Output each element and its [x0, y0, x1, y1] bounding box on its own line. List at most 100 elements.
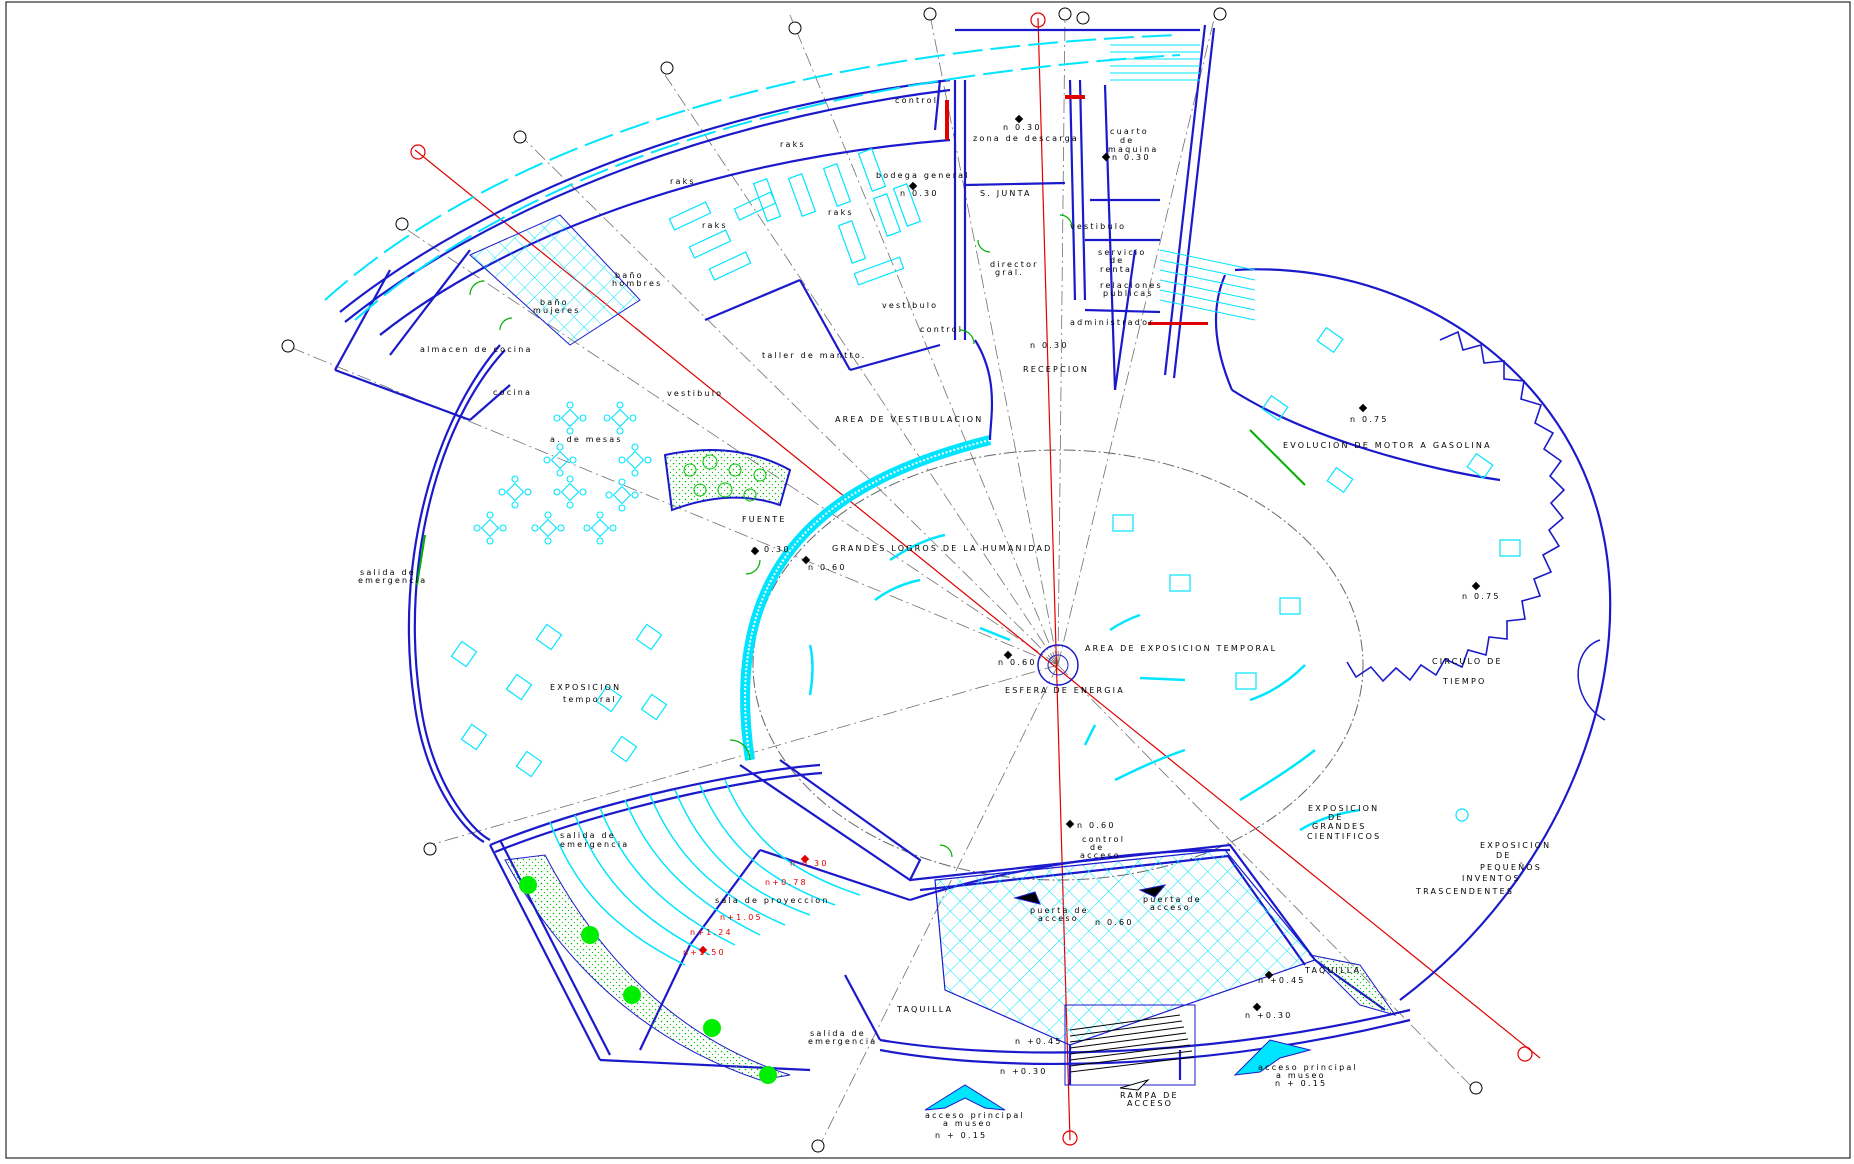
- label-vestibulo-mid: vestibulo: [882, 301, 938, 310]
- central-hall: [740, 435, 1364, 881]
- label-taller: taller de mantto.: [762, 351, 867, 360]
- label-recepcion: RECEPCION: [1023, 365, 1089, 374]
- label-n-centro: n 0.60: [998, 658, 1037, 667]
- label-cuarto: cuarto: [1110, 127, 1149, 136]
- drawing-border: [5, 1, 1851, 1159]
- label-grandes-logros: GRANDES LOGROS DE LA HUMANIDAD: [832, 544, 1053, 553]
- label-de-renta: de: [1110, 256, 1124, 265]
- stairs: [1110, 44, 1256, 321]
- grid-bubbles: [281, 7, 1483, 1153]
- label-publicas: publicas: [1103, 289, 1154, 298]
- label-expo-gc-2: DE: [1328, 813, 1344, 822]
- label-expo-pi-2: DE: [1496, 851, 1512, 860]
- label-raks-1: raks: [780, 140, 806, 149]
- label-expo-gc-3: GRANDES: [1312, 822, 1367, 831]
- label-expo-pi-1: EXPOSICION: [1480, 841, 1551, 850]
- label-servicio: servicio: [1098, 248, 1146, 257]
- planter-right: [1308, 954, 1397, 1016]
- label-n-045-b: n +0.45: [1015, 1037, 1063, 1046]
- label-salida-mid-2: emergencia: [560, 840, 629, 849]
- label-acceso-l-2: a museo: [943, 1119, 993, 1128]
- label-puerta-2b: acceso: [1150, 903, 1191, 912]
- planter-left: [504, 854, 791, 1081]
- label-n-proy-4: n+1.24: [690, 928, 733, 937]
- label-puerta-2a: puerta de: [1143, 895, 1202, 904]
- label-raks-2: raks: [670, 177, 696, 186]
- label-esfera: ESFERA DE ENERGIA: [1005, 686, 1125, 695]
- label-salida-bot-1: salida de: [810, 1029, 866, 1038]
- label-n-plaza: n 0.60: [1095, 918, 1134, 927]
- label-fuente: FUENTE: [742, 515, 787, 524]
- label-mesas: a. de mesas: [550, 435, 623, 444]
- label-circulo-2: TIEMPO: [1442, 677, 1487, 686]
- label-area-temporal: AREA DE EXPOSICION TEMPORAL: [1085, 644, 1277, 653]
- label-n-proy-5: n+1.50: [683, 948, 726, 957]
- label-expo-temporal-2: temporal: [563, 695, 617, 704]
- label-n-proy-1: n 0.30: [790, 859, 829, 868]
- label-rampa-1: RAMPA DE: [1120, 1091, 1179, 1100]
- auditorium-seating: [549, 779, 861, 966]
- label-n-proy-3: n+1.05: [720, 913, 763, 922]
- label-director: director: [990, 260, 1039, 269]
- canopy-dashed: [324, 34, 1181, 321]
- label-bano-hombres-2: hombres: [612, 279, 662, 288]
- label-expo-pi-4: INVENTOS: [1462, 874, 1521, 883]
- label-n-control: n 0.60: [1077, 821, 1116, 830]
- label-taquilla-l: TAQUILLA: [896, 1005, 953, 1014]
- label-raks-4: raks: [828, 208, 854, 217]
- cafe-tables: [473, 401, 652, 545]
- label-bano-mujeres-2: mujeres: [533, 306, 581, 315]
- label-n-logros-b: n 0.60: [808, 563, 847, 572]
- label-n-proy-2: n+0.78: [765, 878, 808, 887]
- room-labels: control raks raks raks raks bodega gener…: [358, 96, 1551, 1140]
- label-n-015-r: n + 0.15: [1275, 1079, 1327, 1088]
- fountain: [663, 449, 792, 512]
- label-n-bodega: n 0.30: [900, 189, 939, 198]
- label-relaciones: relaciones: [1100, 281, 1163, 290]
- fountain-pebbles: [683, 454, 767, 502]
- label-control-acceso-3: acceso: [1080, 851, 1121, 860]
- label-raks-3: raks: [702, 221, 728, 230]
- label-salida-mid-1: salida de: [560, 831, 616, 840]
- label-sala-proyeccion: sala de proyeccion: [715, 896, 830, 905]
- sawtooth-wall: [1346, 330, 1606, 721]
- label-almacen: almacen de cocina: [420, 345, 533, 354]
- label-expo-pi-3: PEQUEÑOS: [1480, 862, 1542, 872]
- entrance-arrows: [924, 884, 1312, 1111]
- display-cases: [450, 326, 1521, 822]
- label-puerta-1b: acceso: [1038, 914, 1079, 923]
- label-vestibulo-adm: vestibulo: [1070, 222, 1126, 231]
- label-evolucion: EVOLUCION DE MOTOR A GASOLINA: [1283, 441, 1492, 450]
- label-de-maquina: de: [1120, 136, 1134, 145]
- label-bodega: bodega general: [876, 171, 970, 180]
- label-n-045-r: n +0.45: [1258, 976, 1306, 985]
- label-salida-left-2: emergencia: [358, 576, 427, 585]
- label-n-maquina: n 0.30: [1112, 153, 1151, 162]
- label-n-descarga: n 0.30: [1003, 123, 1042, 132]
- label-expo-temporal-1: EXPOSICION: [550, 683, 621, 692]
- label-circulo-1: CIRCULO DE: [1432, 657, 1503, 666]
- label-cocina: cocina: [493, 388, 532, 397]
- label-maquina: maquina: [1108, 145, 1158, 154]
- main-walls: [334, 24, 1612, 1085]
- label-n-logros-a: n 0.30: [752, 545, 791, 554]
- label-n-030-r: n +0.30: [1245, 1011, 1293, 1020]
- label-expo-pi-5: TRASCENDENTES: [1415, 887, 1514, 896]
- label-acceso-r-2: a museo: [1276, 1071, 1326, 1080]
- label-n-recepcion: n 0.30: [1030, 341, 1069, 350]
- storage-racks: [668, 148, 922, 286]
- label-control-acceso-2: de: [1090, 843, 1104, 852]
- label-salida-bot-2: emergencia: [808, 1037, 877, 1046]
- label-gral: gral.: [995, 268, 1024, 277]
- label-salida-left-1: salida de: [360, 568, 416, 577]
- label-control-acceso-1: control: [1082, 835, 1125, 844]
- label-sjunta: S. JUNTA: [980, 189, 1032, 198]
- level-markers-red: [698, 95, 1208, 955]
- label-vestibulo-left: vestibulo: [667, 389, 723, 398]
- label-control-mid: control: [920, 325, 963, 334]
- label-expo-gc-4: CIENTIFICOS: [1307, 832, 1381, 841]
- trees: [519, 876, 777, 1084]
- label-puerta-1a: puerta de: [1030, 906, 1089, 915]
